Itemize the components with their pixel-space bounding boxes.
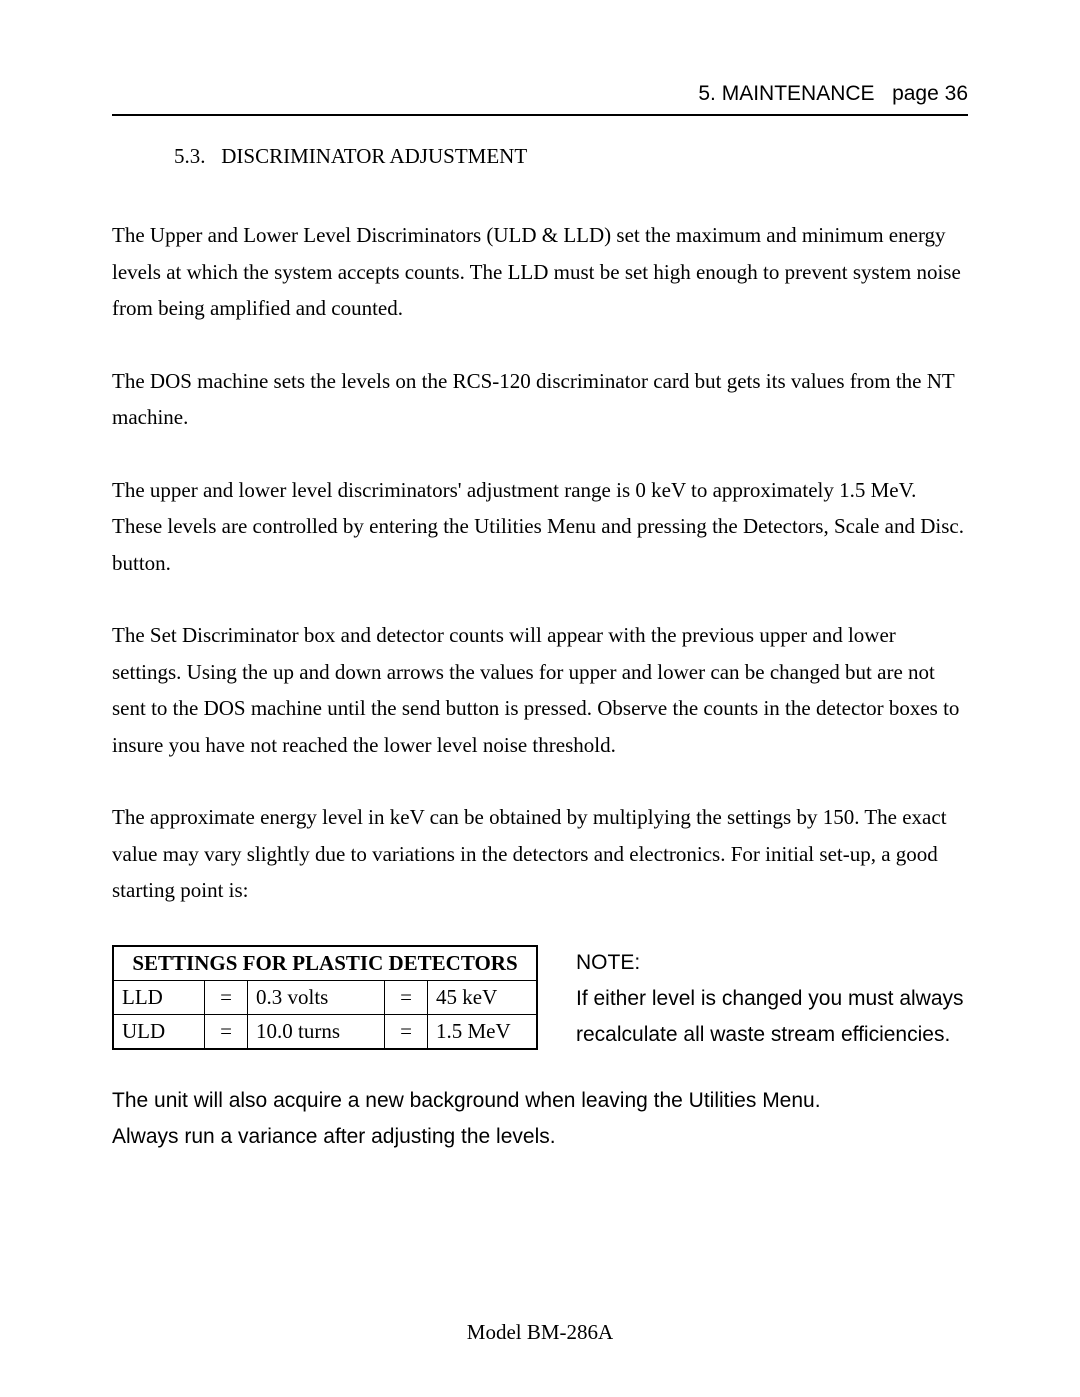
- chapter-label: 5. MAINTENANCE: [698, 82, 874, 105]
- cell-eq: =: [205, 1014, 248, 1049]
- paragraph-2: The DOS machine sets the levels on the R…: [112, 363, 968, 436]
- paragraph-4: The Set Discriminator box and detector c…: [112, 617, 968, 763]
- settings-table: SETTINGS FOR PLASTIC DETECTORS LLD = 0.3…: [112, 945, 538, 1050]
- closing-block: The unit will also acquire a new backgro…: [112, 1083, 968, 1155]
- note-block: NOTE: If either level is changed you mus…: [576, 945, 968, 1053]
- table-note-row: SETTINGS FOR PLASTIC DETECTORS LLD = 0.3…: [112, 945, 968, 1053]
- page-footer: Model BM-286A: [0, 1320, 1080, 1345]
- table-title: SETTINGS FOR PLASTIC DETECTORS: [113, 946, 537, 981]
- cell-label: ULD: [113, 1014, 205, 1049]
- page-body: 5. MAINTENANCE page 36 5.3. DISCRIMINATO…: [0, 0, 1080, 1156]
- page-header: 5. MAINTENANCE page 36: [112, 82, 968, 106]
- cell-result: 1.5 MeV: [428, 1014, 538, 1049]
- section-number: 5.3.: [174, 144, 206, 168]
- note-heading: NOTE:: [576, 945, 968, 981]
- paragraph-1: The Upper and Lower Level Discriminators…: [112, 217, 968, 327]
- section-title: DISCRIMINATOR ADJUSTMENT: [221, 144, 527, 168]
- note-body: If either level is changed you must alwa…: [576, 981, 968, 1053]
- closing-line-2: Always run a variance after adjusting th…: [112, 1119, 968, 1155]
- cell-eq: =: [205, 980, 248, 1014]
- cell-eq: =: [385, 1014, 428, 1049]
- paragraph-5: The approximate energy level in keV can …: [112, 799, 968, 909]
- page-label: page: [892, 82, 939, 105]
- paragraph-3: The upper and lower level discriminators…: [112, 472, 968, 582]
- header-rule: [112, 114, 968, 116]
- cell-eq: =: [385, 980, 428, 1014]
- table-header-row: SETTINGS FOR PLASTIC DETECTORS: [113, 946, 537, 981]
- model-label: Model BM-286A: [467, 1320, 613, 1344]
- cell-value: 10.0 turns: [248, 1014, 385, 1049]
- section-heading: 5.3. DISCRIMINATOR ADJUSTMENT: [174, 144, 968, 169]
- table-row: ULD = 10.0 turns = 1.5 MeV: [113, 1014, 537, 1049]
- cell-value: 0.3 volts: [248, 980, 385, 1014]
- closing-line-1: The unit will also acquire a new backgro…: [112, 1083, 968, 1119]
- page-number: 36: [945, 82, 968, 105]
- table-row: LLD = 0.3 volts = 45 keV: [113, 980, 537, 1014]
- cell-result: 45 keV: [428, 980, 538, 1014]
- cell-label: LLD: [113, 980, 205, 1014]
